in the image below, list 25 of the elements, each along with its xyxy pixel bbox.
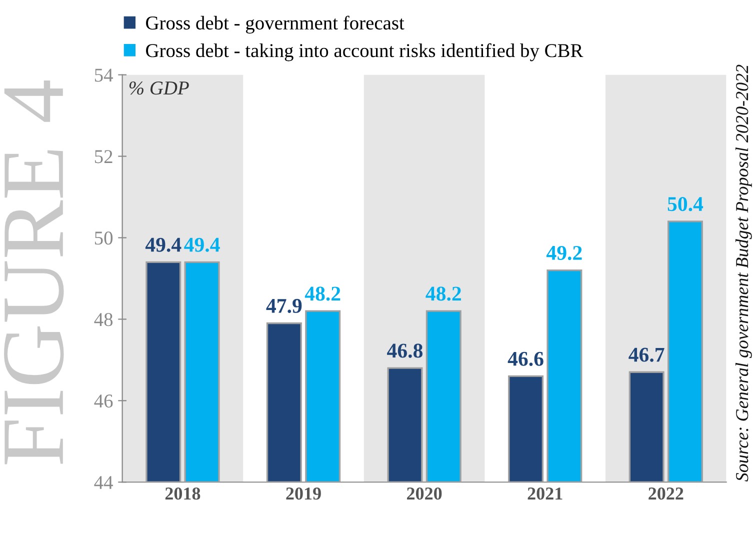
- source-note: Source: General government Budget Proposal 2020-2022: [735, 64, 752, 482]
- data-label: 50.4: [668, 197, 704, 212]
- data-label: 46.8: [387, 344, 423, 358]
- x-tick-label: 2018: [165, 488, 200, 500]
- y-tick-label: 50: [94, 232, 113, 245]
- x-tick-label: 2019: [286, 488, 321, 500]
- data-label: 49.4: [184, 238, 220, 252]
- legend-label: Gross debt - taking into account risks identified by CBR: [146, 43, 584, 62]
- data-label: 46.6: [508, 352, 544, 366]
- data-label: 48.2: [304, 286, 340, 301]
- y-tick-label: 48: [94, 313, 113, 326]
- data-label: 48.2: [426, 286, 461, 301]
- data-label: 49.4: [145, 238, 182, 252]
- x-tick-label: 2022: [648, 488, 684, 500]
- y-tick-label: 46: [94, 394, 113, 408]
- y-tick-label: 54: [94, 68, 113, 82]
- y-tick-label: 52: [94, 150, 112, 164]
- data-label: 47.9: [266, 298, 302, 314]
- x-tick-label: 2020: [407, 488, 442, 500]
- data-label: 49.2: [546, 246, 582, 260]
- data-label: 46.7: [628, 348, 664, 362]
- legend-label: Gross debt - government forecast: [146, 16, 404, 34]
- y-tick-label: 44: [94, 476, 113, 489]
- y-axis-title: % GDP: [129, 81, 189, 95]
- x-tick-label: 2021: [528, 488, 562, 500]
